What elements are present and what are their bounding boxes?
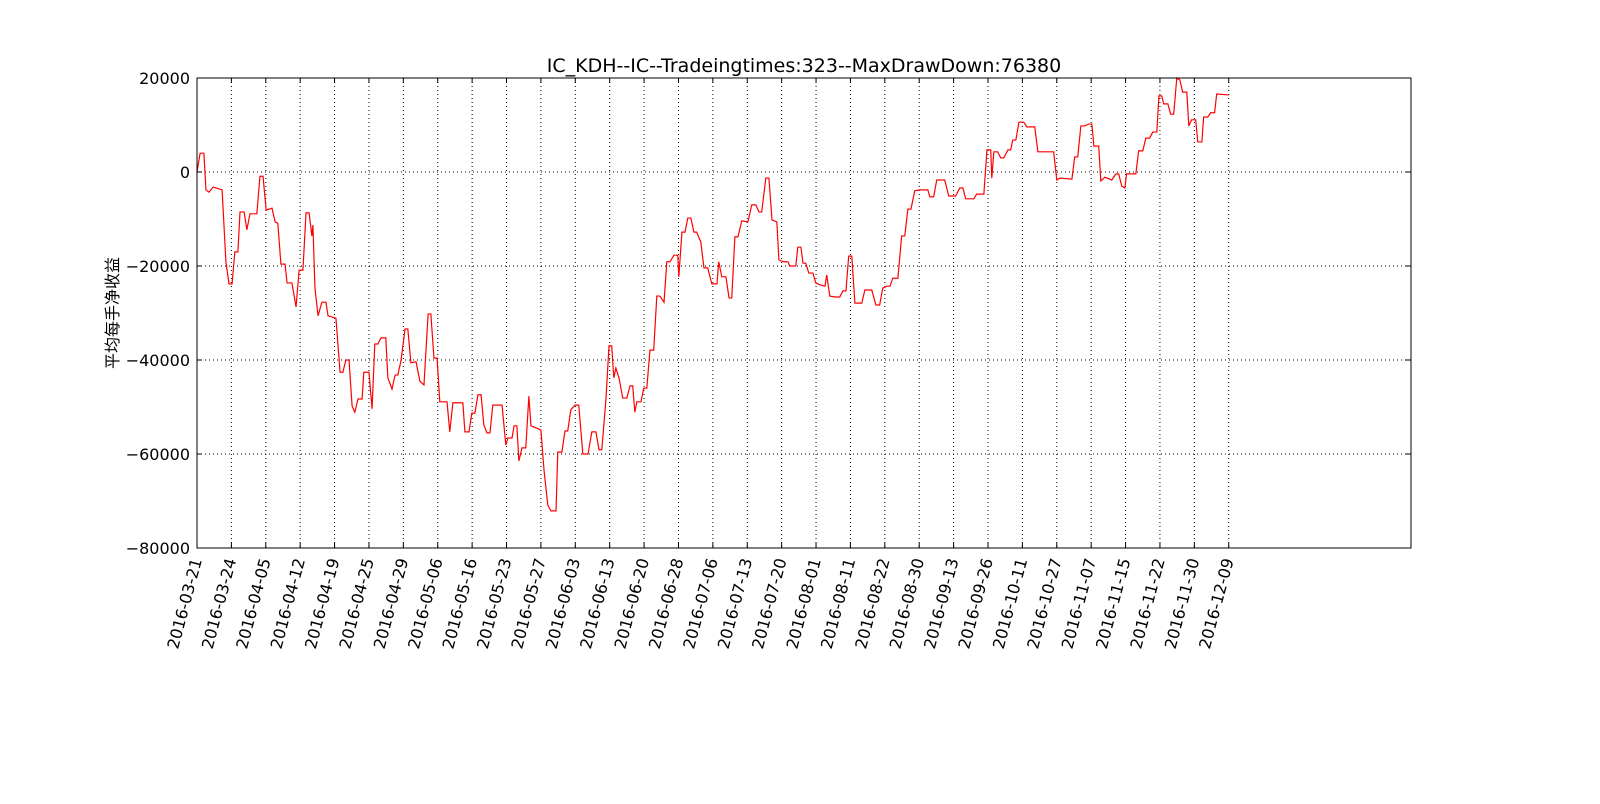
chart-title: IC_KDH--IC--Tradeingtimes:323--MaxDrawDo… — [547, 55, 1061, 77]
y-tick-label: 20000 — [139, 69, 190, 88]
plot-frame — [196, 77, 1412, 549]
y-tick-label: −20000 — [126, 257, 190, 276]
y-tick-label: −80000 — [126, 539, 190, 558]
y-tick-label: −60000 — [126, 445, 190, 464]
y-tick-label: −40000 — [126, 351, 190, 370]
y-axis-label: 平均每手净收益 — [103, 257, 122, 369]
y-tick-label: 0 — [180, 163, 190, 182]
line-series — [196, 76, 1229, 512]
